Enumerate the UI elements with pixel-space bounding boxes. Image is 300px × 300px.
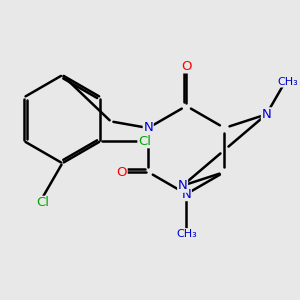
Text: N: N (143, 122, 153, 134)
Text: Cl: Cl (36, 196, 49, 209)
Text: N: N (262, 108, 271, 121)
Text: O: O (181, 60, 192, 73)
Text: O: O (116, 166, 127, 178)
Text: CH₃: CH₃ (176, 229, 197, 239)
Text: N: N (182, 188, 191, 200)
Text: CH₃: CH₃ (277, 77, 298, 87)
Text: N: N (178, 179, 188, 192)
Text: Cl: Cl (138, 135, 151, 148)
